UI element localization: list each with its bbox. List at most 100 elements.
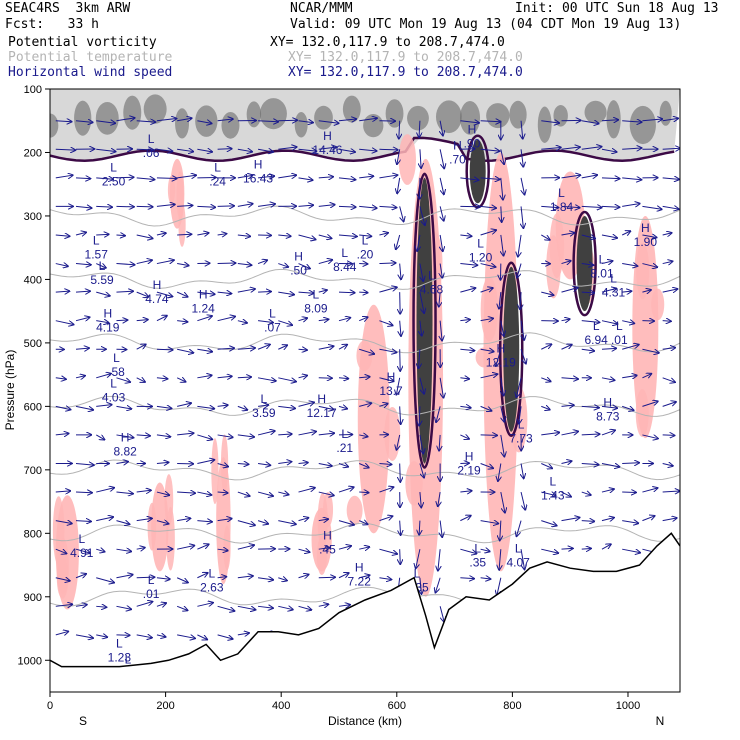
wind-vector — [581, 321, 600, 323]
wind-vector — [622, 148, 641, 149]
wind-vector — [136, 149, 153, 150]
wind-vector — [440, 234, 443, 251]
wind-vector — [75, 264, 91, 265]
wind-vector — [379, 516, 392, 522]
wind-vector — [520, 349, 526, 363]
wind-vector — [622, 463, 639, 464]
wind-vector — [662, 233, 672, 235]
stratosphere-pv-blob — [537, 106, 552, 143]
wind-vector — [278, 462, 291, 464]
stratosphere-pv-blob — [175, 108, 190, 139]
wind-vector — [642, 290, 650, 292]
wind-vector — [298, 234, 316, 239]
y-tick-label: 500 — [24, 338, 42, 350]
extremum-kind-label: L — [477, 237, 484, 251]
wind-vector — [399, 206, 404, 221]
wind-vector — [359, 403, 371, 406]
extremum-value-label: 1.90 — [634, 235, 658, 249]
extremum-value-label: .20 — [357, 248, 374, 262]
wind-vector — [197, 544, 208, 550]
pv-low-patch — [480, 276, 499, 342]
wind-vector — [258, 121, 278, 122]
wind-vector — [601, 489, 614, 492]
wind-vector — [499, 549, 501, 570]
stratosphere-pv-blob — [606, 100, 621, 139]
wind-vector — [460, 491, 471, 492]
wind-vector — [379, 175, 397, 178]
wind-vector — [499, 292, 501, 308]
wind-vector — [197, 233, 208, 235]
extremum-kind-label: L — [428, 268, 435, 282]
wind-vector — [55, 264, 68, 267]
wind-vector — [278, 492, 288, 495]
wind-vector — [278, 235, 290, 236]
wind-vector — [561, 288, 578, 293]
wind-vector — [237, 406, 247, 410]
pv-low-patch — [405, 461, 423, 506]
wind-vector — [440, 206, 444, 220]
wind-vector — [258, 578, 273, 580]
pv-low-patch — [167, 175, 176, 205]
wind-vector — [520, 549, 524, 569]
wind-vector — [318, 463, 332, 466]
wind-vector — [338, 406, 347, 408]
wind-vector — [439, 606, 444, 621]
wind-vector — [75, 521, 91, 522]
wind-vector — [298, 178, 313, 180]
wind-vector — [217, 634, 233, 639]
wind-vector — [359, 547, 369, 549]
pv-high-core — [469, 139, 486, 204]
wind-vector — [278, 606, 292, 609]
x-end-label-north: N — [656, 714, 665, 728]
wind-vector — [318, 290, 327, 292]
extremum-kind-label: H — [153, 278, 162, 292]
extremum-kind-label: H — [323, 129, 332, 143]
wind-vector — [541, 492, 555, 495]
y-tick-label: 100 — [24, 84, 42, 96]
wind-vector — [156, 233, 166, 235]
wind-vector — [460, 378, 469, 379]
wind-vector — [298, 549, 310, 552]
wind-vector — [55, 320, 74, 325]
wind-vector — [359, 492, 368, 493]
wind-vector — [460, 235, 471, 236]
wind-vector — [359, 235, 371, 236]
wind-vector — [601, 463, 619, 466]
wind-vector — [521, 177, 524, 195]
wind-vector — [480, 230, 497, 236]
wind-vector — [96, 374, 111, 379]
wind-vector — [136, 435, 150, 436]
extremum-kind-label: L — [125, 652, 132, 666]
wind-vector — [359, 521, 367, 525]
wind-vector — [581, 147, 602, 150]
wind-vector — [75, 405, 93, 410]
wind-vector — [318, 433, 334, 435]
extremum-kind-label: L — [616, 319, 623, 333]
extremum-kind-label: H — [387, 370, 396, 384]
field-name-pv: Potential vorticity — [8, 35, 157, 50]
wind-vector — [359, 317, 367, 320]
wind-vector — [359, 206, 376, 208]
wind-vector — [136, 344, 146, 350]
wind-vector — [419, 120, 420, 138]
wind-vector — [177, 264, 188, 266]
wind-vector — [75, 178, 90, 179]
extremum-value-label: 1.24 — [191, 301, 215, 315]
wind-vector — [338, 487, 354, 493]
wind-vector — [318, 121, 339, 124]
extremum-kind-label: L — [93, 234, 100, 248]
wind-vector — [116, 406, 131, 409]
wind-vector — [561, 491, 571, 497]
wind-vector — [177, 546, 194, 550]
extremum-kind-label: L — [99, 259, 106, 273]
wind-vector — [541, 234, 549, 240]
x-tick-label: 800 — [503, 700, 521, 712]
wind-vector — [460, 349, 474, 350]
extremum-kind-label: L — [341, 427, 348, 441]
wind-vector — [96, 405, 111, 407]
extremum-value-label: 5.59 — [90, 273, 114, 287]
wind-vector — [197, 521, 211, 522]
pv-low-patch — [635, 389, 649, 437]
wind-vector — [460, 578, 474, 579]
wind-vector — [581, 406, 599, 407]
